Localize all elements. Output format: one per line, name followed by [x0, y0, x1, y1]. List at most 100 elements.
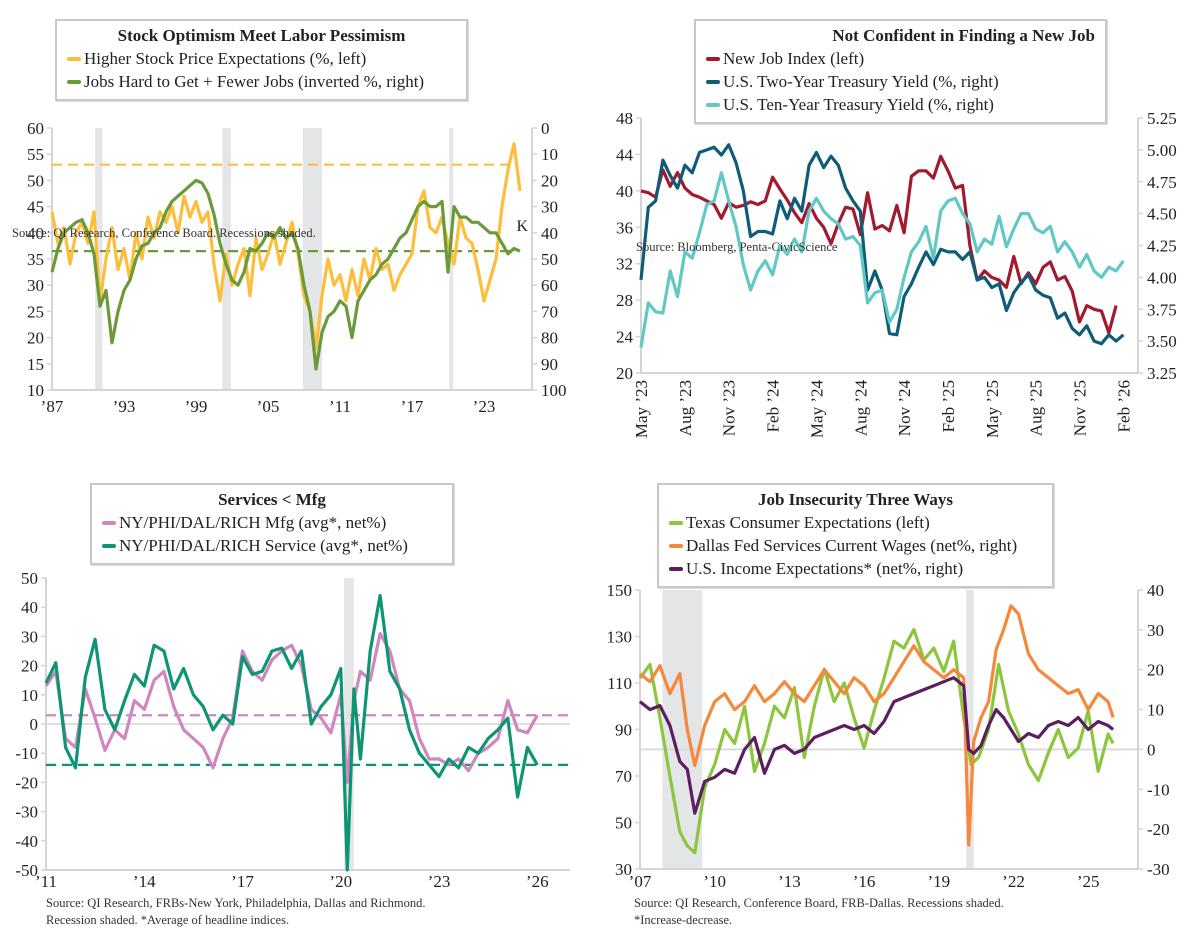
- legend-swatch: [102, 543, 116, 548]
- legend-item: U.S. Income Expectations* (net%, right): [669, 557, 1042, 580]
- y-tick-label-left: 40: [27, 224, 44, 243]
- y-tick-label-right: 50: [541, 250, 558, 269]
- x-tick-label: May ’25: [983, 380, 1002, 438]
- legend-label: NY/PHI/DAL/RICH Mfg (avg*, net%): [119, 513, 387, 532]
- y-tick-label-left: 30: [615, 860, 632, 879]
- y-tick-label-left: 24: [616, 328, 634, 347]
- y-tick-label-right: 4.25: [1147, 237, 1177, 256]
- y-tick-label-right: 5.00: [1147, 141, 1177, 160]
- legend-swatch: [67, 56, 81, 61]
- y-tick-label-right: 4.00: [1147, 268, 1177, 287]
- chart-services-mfg: -50 -40 -30 -20 -10 0 10 20 30 40 50 ’11 ’14 ’17 ’20 ’2…: [15, 569, 570, 891]
- y-tick-label-left: 70: [615, 767, 632, 786]
- y-tick-label-right: 30: [1147, 621, 1164, 640]
- y-tick-label-right: 20: [541, 171, 558, 190]
- chart-title: Not Confident in Finding a New Job: [832, 26, 1095, 45]
- series-line-2: [44, 593, 539, 872]
- chart-panel-stock-optimism: 10 15 20 25 30 35 40 45 50 55 60 0 10 20 30 40 50 60 70 80 9…: [0, 0, 600, 470]
- y-tick-label-left: -40: [15, 832, 38, 851]
- x-tick-label: ’17: [231, 872, 254, 891]
- y-tick-label-right: 30: [541, 198, 558, 217]
- y-tick-label-right: -20: [1147, 820, 1170, 839]
- x-tick-label: Nov ’24: [895, 380, 914, 437]
- y-tick-label-right: 70: [541, 302, 558, 321]
- y-tick-label-right: 0: [541, 119, 550, 138]
- x-tick-label: ’25: [1077, 872, 1100, 891]
- y-tick-label-left: 40: [616, 182, 633, 201]
- x-tick-label: Aug ’24: [851, 380, 870, 437]
- x-tick-label: ’20: [329, 872, 352, 891]
- chart-panel-job-insecurity: 30 50 70 90 110 130 150 -30 -20 -10 0 10 20 30 40 ’07 ’1…: [600, 470, 1200, 940]
- y-tick-label-right: 40: [1147, 581, 1164, 600]
- chart-stock-optimism: 10 15 20 25 30 35 40 45 50 55 60 0 10 20 30 40 50 60 70 80 9…: [27, 119, 567, 416]
- chart-title: Stock Optimism Meet Labor Pessimism: [117, 26, 406, 45]
- y-tick-label-left: 44: [616, 145, 634, 164]
- x-tick-label: ’07: [629, 872, 652, 891]
- chart-title: Job Insecurity Three Ways: [757, 490, 954, 509]
- y-tick-label-left: 150: [607, 581, 633, 600]
- source-note: Source: QI Research, Conference Board, F…: [634, 896, 1004, 910]
- legend-new-job: Not Confident in Finding a New Job New J…: [694, 19, 1107, 124]
- y-tick-label-right: 60: [541, 276, 558, 295]
- x-tick-label: ’17: [401, 397, 424, 416]
- y-tick-label-right: 4.75: [1147, 173, 1177, 192]
- legend-label: New Job Index (left): [723, 49, 865, 68]
- chart-panel-new-job: 20 24 28 32 36 40 44 48 3.25 3.50 3.75 4.00 4.25 4.50…: [600, 0, 1200, 470]
- y-tick-label-left: 35: [27, 250, 44, 269]
- series-line-2: [639, 604, 1115, 847]
- legend-item: Texas Consumer Expectations (left): [669, 511, 1042, 534]
- x-tick-label: Feb ’26: [1114, 380, 1133, 432]
- legend-label: NY/PHI/DAL/RICH Service (avg*, net%): [119, 536, 408, 555]
- y-tick-label-left: 36: [616, 218, 633, 237]
- y-tick-label-left: 40: [21, 598, 38, 617]
- annotation-label: K: [516, 218, 528, 235]
- legend-item: Higher Stock Price Expectations (%, left…: [67, 47, 456, 70]
- x-tick-label: Feb ’24: [764, 380, 783, 433]
- x-tick-label: May ’24: [807, 380, 826, 439]
- recession-band: [966, 590, 974, 869]
- y-tick-label-right: 4.50: [1147, 205, 1177, 224]
- legend-item: U.S. Ten-Year Treasury Yield (%, right): [706, 93, 1095, 116]
- series-line-3: [639, 171, 1125, 348]
- y-tick-label-left: 30: [27, 276, 44, 295]
- y-tick-label-right: 40: [541, 224, 558, 243]
- legend-stock-optimism: Stock Optimism Meet Labor Pessimism High…: [55, 19, 468, 101]
- y-tick-label-right: 80: [541, 329, 558, 348]
- y-tick-label-left: 20: [21, 657, 38, 676]
- x-tick-label: ’13: [778, 872, 801, 891]
- series-line-3: [639, 676, 1115, 815]
- y-tick-label-left: 15: [27, 355, 44, 374]
- y-tick-label-left: 90: [615, 721, 632, 740]
- y-tick-label-left: 10: [27, 381, 44, 400]
- source-note: Source: Bloomberg, Penta-CivicScience: [636, 240, 838, 254]
- legend-item: New Job Index (left): [706, 47, 1095, 70]
- y-tick-label-right: 0: [1147, 740, 1156, 759]
- legend-swatch: [102, 520, 116, 525]
- x-tick-label: ’26: [526, 872, 549, 891]
- legend-swatch: [669, 543, 683, 548]
- source-note-2: Recession shaded. *Average of headline i…: [46, 913, 290, 927]
- y-tick-label-left: -20: [15, 773, 38, 792]
- legend-swatch: [706, 79, 720, 84]
- legend-label: U.S. Two-Year Treasury Yield (%, right): [723, 72, 999, 91]
- y-tick-label-left: 60: [27, 119, 44, 138]
- y-tick-label-right: 3.75: [1147, 300, 1177, 319]
- x-tick-label: ’22: [1002, 872, 1025, 891]
- legend-label: U.S. Income Expectations* (net%, right): [686, 559, 964, 578]
- legend-item: NY/PHI/DAL/RICH Mfg (avg*, net%): [102, 511, 442, 534]
- chart-title: Services < Mfg: [218, 490, 326, 509]
- series-line-1: [640, 154, 1118, 335]
- y-tick-label-right: 100: [541, 381, 567, 400]
- y-tick-label-left: 45: [27, 198, 44, 217]
- x-tick-label: ’14: [133, 872, 156, 891]
- x-tick-label: Aug ’25: [1027, 380, 1046, 436]
- legend-swatch: [706, 102, 720, 107]
- legend-label: Higher Stock Price Expectations (%, left…: [84, 49, 367, 68]
- chart-panel-services-mfg: -50 -40 -30 -20 -10 0 10 20 30 40 50 ’11 ’14 ’17 ’20 ’2…: [0, 470, 600, 940]
- y-tick-label-right: 10: [541, 145, 558, 164]
- legend-item: Dallas Fed Services Current Wages (net%,…: [669, 534, 1042, 557]
- x-tick-label: ’10: [703, 872, 726, 891]
- y-tick-label-left: 28: [616, 291, 633, 310]
- y-tick-label-left: 25: [27, 302, 44, 321]
- y-tick-label-left: 55: [27, 145, 44, 164]
